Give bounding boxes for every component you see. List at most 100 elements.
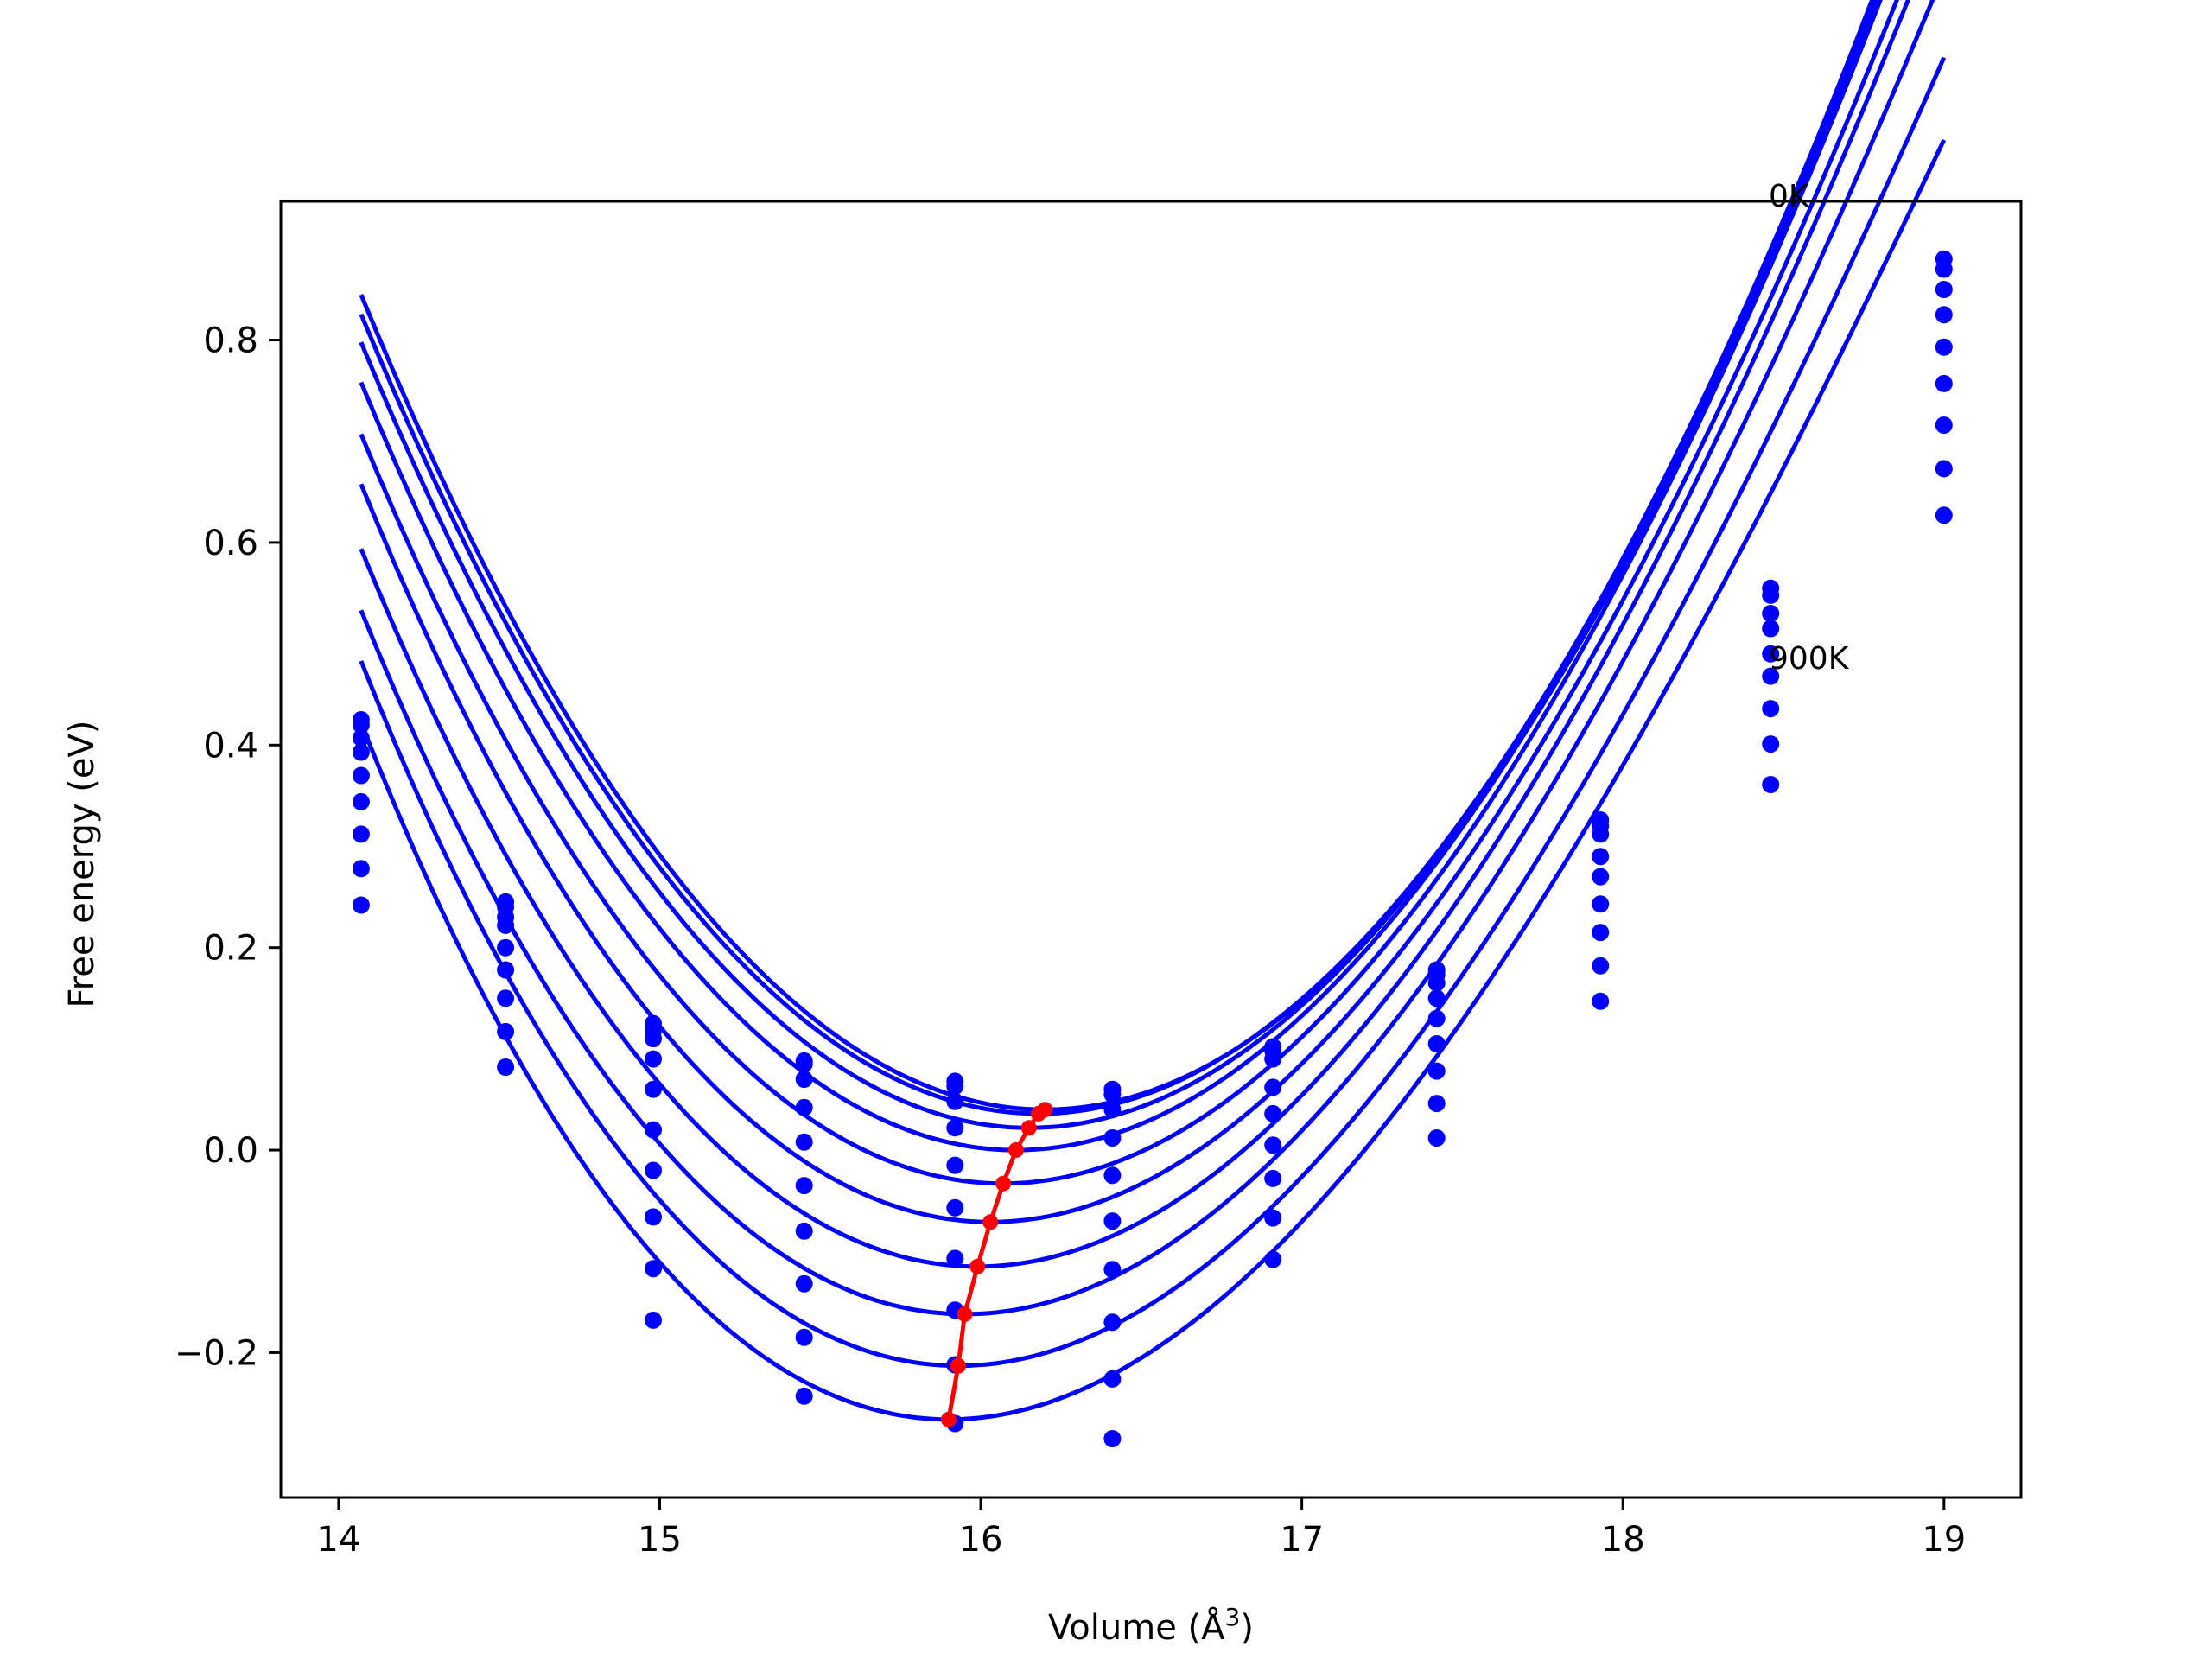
data-point-6-5	[1103, 1261, 1122, 1279]
data-point-4-4	[946, 1156, 964, 1174]
data-point-3-5	[1103, 1129, 1122, 1147]
data-point-2-5	[1103, 1101, 1122, 1119]
data-point-1-10	[1935, 260, 1953, 278]
data-point-4-3	[795, 1133, 813, 1151]
data-point-8-0	[352, 896, 370, 914]
data-point-6-8	[1592, 924, 1610, 942]
equilibrium-point-9	[1037, 1102, 1053, 1118]
data-point-7-6	[1264, 1209, 1282, 1227]
plot-frame	[279, 200, 2023, 1499]
data-point-3-3	[795, 1098, 813, 1116]
data-point-2-8	[1592, 825, 1610, 843]
data-point-8-5	[1103, 1370, 1122, 1388]
equilibrium-point-3	[969, 1258, 986, 1274]
data-point-9-5	[1103, 1430, 1122, 1447]
equilibrium-point-1	[950, 1357, 966, 1374]
data-point-8-2	[645, 1260, 662, 1278]
data-point-2-10	[1935, 281, 1953, 298]
data-point-5-6	[1264, 1136, 1282, 1154]
data-point-4-8	[1592, 868, 1610, 886]
data-point-6-6	[1264, 1169, 1282, 1187]
equilibrium-point-4	[982, 1214, 999, 1230]
data-point-7-0	[352, 860, 370, 878]
data-point-3-6	[1264, 1078, 1282, 1096]
data-point-5-10	[1935, 374, 1953, 392]
data-point-1-0	[352, 715, 370, 734]
data-point-8-6	[1264, 1250, 1282, 1268]
data-point-6-2	[645, 1161, 662, 1179]
data-point-7-5	[1103, 1313, 1122, 1332]
data-point-5-0	[352, 792, 370, 810]
data-points	[352, 250, 1953, 1447]
data-point-2-3	[795, 1071, 813, 1088]
data-point-8-1	[497, 1058, 515, 1076]
data-point-8-9	[1762, 776, 1780, 793]
data-point-6-4	[946, 1249, 964, 1268]
data-point-3-10	[1935, 306, 1953, 324]
data-point-8-7	[1427, 1129, 1446, 1147]
equilibrium-point-0	[940, 1411, 957, 1427]
x-tick-label-2: 16	[959, 1520, 1003, 1560]
x-tick-label-3: 17	[1280, 1520, 1324, 1560]
fit-curve-2	[359, 0, 1878, 1130]
x-tick-label-5: 19	[1922, 1520, 1966, 1560]
data-point-2-7	[1427, 974, 1446, 992]
x-axis-label: Volume (Å3)	[1048, 1603, 1254, 1648]
data-point-6-0	[352, 825, 370, 843]
data-point-9-3	[795, 1387, 813, 1405]
data-point-3-0	[352, 743, 370, 761]
data-point-5-4	[946, 1198, 964, 1217]
data-point-6-1	[497, 989, 515, 1007]
data-point-4-6	[1264, 1104, 1282, 1122]
data-point-8-3	[795, 1328, 813, 1346]
annotation-0k: 0K	[1769, 179, 1810, 214]
fit-curve-5	[359, 0, 1899, 1224]
data-point-4-0	[352, 766, 370, 785]
data-point-2-0	[352, 729, 370, 747]
data-point-2-2	[645, 1030, 662, 1048]
equilibrium-point-7	[1020, 1120, 1037, 1136]
y-tick-label-3: 0.4	[203, 726, 258, 766]
fit-curves	[359, 0, 1947, 1422]
data-point-6-7	[1427, 1062, 1446, 1080]
fit-curve-3	[359, 0, 1878, 1153]
data-point-8-10	[1935, 506, 1953, 524]
data-point-6-9	[1762, 700, 1780, 718]
data-point-4-5	[1103, 1166, 1122, 1185]
data-point-5-5	[1103, 1212, 1122, 1230]
data-point-7-3	[795, 1274, 813, 1293]
data-point-6-3	[795, 1222, 813, 1240]
data-point-7-7	[1427, 1095, 1446, 1113]
data-point-1-3	[795, 1055, 813, 1073]
fit-curve-6	[359, 0, 1910, 1269]
data-point-3-1	[497, 916, 515, 934]
data-point-5-7	[1427, 1035, 1446, 1052]
data-point-3-7	[1427, 989, 1446, 1007]
data-point-8-8	[1592, 992, 1610, 1010]
data-point-7-8	[1592, 957, 1610, 975]
fit-curve-9	[359, 138, 1947, 1422]
x-tick-label-4: 18	[1601, 1520, 1645, 1560]
x-axis-label-superscript: 3	[1225, 1603, 1241, 1631]
data-point-7-9	[1762, 735, 1780, 753]
data-point-5-1	[497, 961, 515, 979]
data-point-4-7	[1427, 1009, 1446, 1027]
y-tick-label-4: 0.6	[203, 524, 258, 563]
equilibrium-point-5	[995, 1175, 1012, 1192]
y-tick-label-2: 0.2	[203, 929, 258, 969]
y-tick-label-5: 0.8	[203, 321, 258, 361]
data-point-3-4	[946, 1119, 964, 1137]
data-point-1-9	[1762, 586, 1780, 604]
data-point-2-4	[946, 1092, 964, 1110]
data-point-5-3	[795, 1177, 813, 1195]
data-point-5-2	[645, 1121, 662, 1139]
y-tick-label-0: −0.2	[175, 1333, 258, 1373]
data-point-7-10	[1935, 460, 1953, 478]
data-point-3-8	[1592, 848, 1610, 866]
data-point-4-1	[497, 938, 515, 957]
data-point-4-10	[1935, 338, 1953, 356]
equilibrium-line	[940, 1102, 1053, 1427]
fit-curve-4	[359, 0, 1883, 1186]
equilibrium-path	[946, 1108, 1046, 1421]
